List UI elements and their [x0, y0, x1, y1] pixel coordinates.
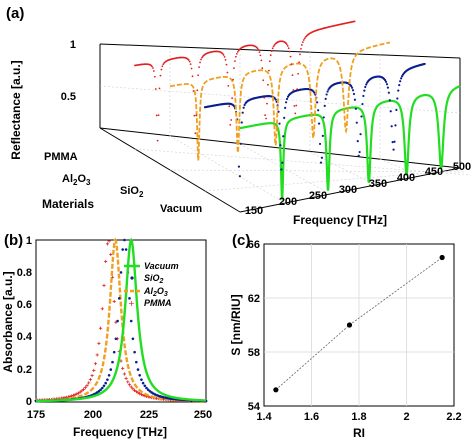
b-xtick-225: 225	[140, 409, 158, 421]
c-xtick: 2.2	[446, 411, 461, 423]
a-mat-sio2: SiO2	[120, 185, 144, 199]
c-ytick: 66	[248, 239, 260, 251]
b-ytick-1: 1	[26, 235, 32, 247]
panel-a: (a)	[6, 5, 471, 227]
a-series-al2o3	[169, 41, 391, 161]
b-xlabel: Frequency [THz]	[73, 425, 167, 439]
a-series-vacuum	[239, 85, 461, 200]
c-ytick: 62	[248, 293, 260, 305]
b-xtick-250: 250	[194, 409, 212, 421]
a-ytick-1: 1	[70, 39, 76, 51]
b-series-vacuum	[35, 237, 207, 403]
a-series-pmma	[134, 20, 356, 142]
b-legend-sio2: SiO2	[144, 273, 164, 285]
b-ytick-04: 0.4	[17, 331, 33, 343]
b-legend-al2o3: Al2O3	[143, 286, 168, 298]
b-ytick-08: 0.8	[17, 267, 32, 279]
a-xtick-500: 500	[453, 161, 471, 173]
a-xtick-150: 150	[245, 205, 263, 217]
b-xtick-175: 175	[27, 409, 45, 421]
b-legend-pmma: PMMA	[144, 298, 172, 308]
a-xtick-200: 200	[279, 196, 297, 208]
b-legend: Vacuum SiO2 Al2O3 + PMMA	[124, 261, 179, 308]
a-xtick-350: 350	[369, 178, 387, 190]
a-mat-al2o3: Al2O3	[62, 173, 91, 187]
c-yticks: 54 58 62 66	[248, 239, 261, 413]
c-xtick: 1.6	[304, 411, 319, 423]
b-legend-pmma-swatch: +	[128, 299, 135, 308]
b-xtick-200: 200	[84, 409, 102, 421]
panel-c: (c) 54 58 62 66 1.4 1.6 1.8 2 2.2 S [nm/RIU] RI	[229, 232, 462, 440]
b-ytick-06: 0.6	[17, 299, 32, 311]
b-plot-frame	[35, 239, 207, 403]
a-mat-pmma: PMMA	[44, 151, 78, 163]
b-ytick-0: 0	[26, 396, 32, 408]
panel-a-label: (a)	[6, 5, 24, 22]
c-ytick: 58	[248, 347, 260, 359]
a-xlabel: Frequency [THz]	[293, 213, 387, 227]
panel-c-label: (c)	[232, 232, 250, 249]
b-ytick-02: 0.2	[17, 364, 32, 376]
panel-c-marks	[273, 254, 445, 393]
c-ylabel: S [nm/RIU]	[229, 294, 243, 355]
c-point	[273, 387, 279, 393]
a-ylabel: Reflectance [a.u.]	[9, 60, 23, 159]
panel-b: (b) Vacuum SiO2 Al2O3 + PMMA 0 0.2 0.4 0…	[1, 232, 212, 439]
b-legend-vacuum: Vacuum	[144, 261, 179, 271]
c-xtick: 1.8	[351, 411, 366, 423]
c-grid	[264, 244, 454, 406]
a-xtick-400: 400	[397, 172, 415, 184]
c-xtick: 1.4	[256, 411, 272, 423]
panel-a-box	[99, 43, 471, 213]
c-xtick: 2	[403, 411, 409, 423]
a-zlabel: Materials	[42, 197, 94, 211]
b-ylabel: Absorbance [a.u.]	[1, 271, 15, 372]
c-xlabel: RI	[353, 426, 365, 440]
a-ytick-05: 0.5	[61, 91, 76, 103]
c-ytick: 54	[248, 401, 261, 413]
c-point	[346, 322, 353, 328]
a-mat-vacuum: Vacuum	[160, 203, 202, 215]
panel-a-curves	[134, 20, 461, 200]
c-xticks: 1.4 1.6 1.8 2 2.2	[256, 411, 461, 423]
a-xtick-450: 450	[425, 166, 443, 178]
panel-b-label: (b)	[4, 232, 23, 249]
a-xtick-300: 300	[339, 184, 357, 196]
b-legend-sio2-swatch	[130, 276, 134, 280]
panel-b-curves	[34, 237, 208, 403]
c-point	[439, 254, 445, 261]
a-xtick-250: 250	[309, 190, 327, 202]
